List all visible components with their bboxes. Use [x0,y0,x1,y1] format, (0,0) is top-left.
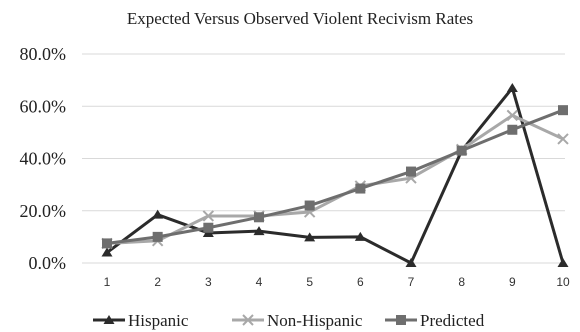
legend-item-predicted: Predicted [385,311,485,330]
x-tick-label: 5 [306,275,313,289]
data-point-predicted [254,212,264,223]
data-point-non-hispanic [202,210,215,222]
data-point-predicted [203,222,214,233]
y-tick-label: 40.0% [20,149,67,169]
data-point-hispanic [253,226,265,236]
data-point-hispanic [101,247,113,257]
legend-item-hispanic: Hispanic [93,311,189,330]
x-tick-label: 3 [205,275,212,289]
legend-marker [103,315,115,324]
data-point-predicted [152,231,163,242]
data-point-predicted [102,238,112,249]
x-axis: 1 2 3 4 5 6 7 8 9 10 [104,275,570,289]
legend-label: Predicted [420,311,485,330]
series-predicted [102,105,568,249]
x-tick-label: 9 [509,275,516,289]
legend-label: Non-Hispanic [267,311,363,330]
y-tick-label: 20.0% [20,201,67,221]
legend-marker [242,314,254,326]
data-point-predicted [406,166,416,177]
data-point-non-hispanic [506,109,519,122]
series-line-non-hispanic [106,113,564,245]
y-axis: 0.0% 20.0% 40.0% 60.0% 80.0% [20,44,67,273]
x-tick-label: 8 [458,275,465,289]
series-line-hispanic [106,86,565,265]
legend-item-non-hispanic: Non-Hispanic [232,311,363,330]
data-point-predicted [558,105,568,116]
data-point-hispanic [152,209,164,219]
x-tick-label: 7 [408,275,415,289]
data-point-non-hispanic [557,133,569,145]
legend: Hispanic Non-Hispanic Predicted [93,311,485,330]
y-tick-label: 0.0% [29,253,67,273]
series-layer [101,82,569,267]
y-tick-label: 80.0% [20,44,67,64]
chart-title: Expected Versus Observed Violent Recivis… [127,9,473,28]
x-tick-label: 2 [154,275,161,289]
data-point-hispanic [506,82,518,92]
data-point-predicted [456,145,467,156]
legend-marker [396,315,406,325]
data-point-predicted [355,183,366,194]
x-tick-label: 6 [357,275,364,289]
x-tick-label: 10 [556,275,570,289]
gridlines [82,53,565,264]
data-point-hispanic [354,231,366,241]
data-point-predicted [304,200,315,211]
data-point-hispanic [405,258,417,267]
x-tick-label: 4 [256,275,263,289]
x-tick-label: 1 [104,275,111,289]
data-point-hispanic [557,258,569,267]
y-tick-label: 60.0% [20,96,67,116]
series-line-predicted [106,108,564,245]
data-point-predicted [507,124,518,135]
series-hispanic [101,82,569,267]
legend-label: Hispanic [128,311,189,330]
series-non-hispanic [101,109,569,250]
data-point-hispanic [304,232,316,242]
